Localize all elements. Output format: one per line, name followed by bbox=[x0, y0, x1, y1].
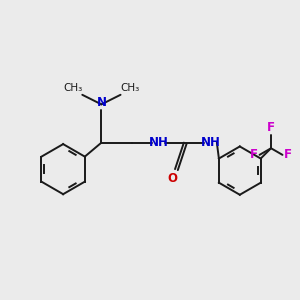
Text: NH: NH bbox=[200, 136, 220, 149]
Text: F: F bbox=[267, 121, 275, 134]
Text: N: N bbox=[96, 96, 106, 109]
Text: CH₃: CH₃ bbox=[121, 83, 140, 93]
Text: NH: NH bbox=[149, 136, 169, 149]
Text: F: F bbox=[250, 148, 258, 161]
Text: F: F bbox=[284, 148, 292, 161]
Text: O: O bbox=[168, 172, 178, 185]
Text: CH₃: CH₃ bbox=[63, 83, 82, 93]
